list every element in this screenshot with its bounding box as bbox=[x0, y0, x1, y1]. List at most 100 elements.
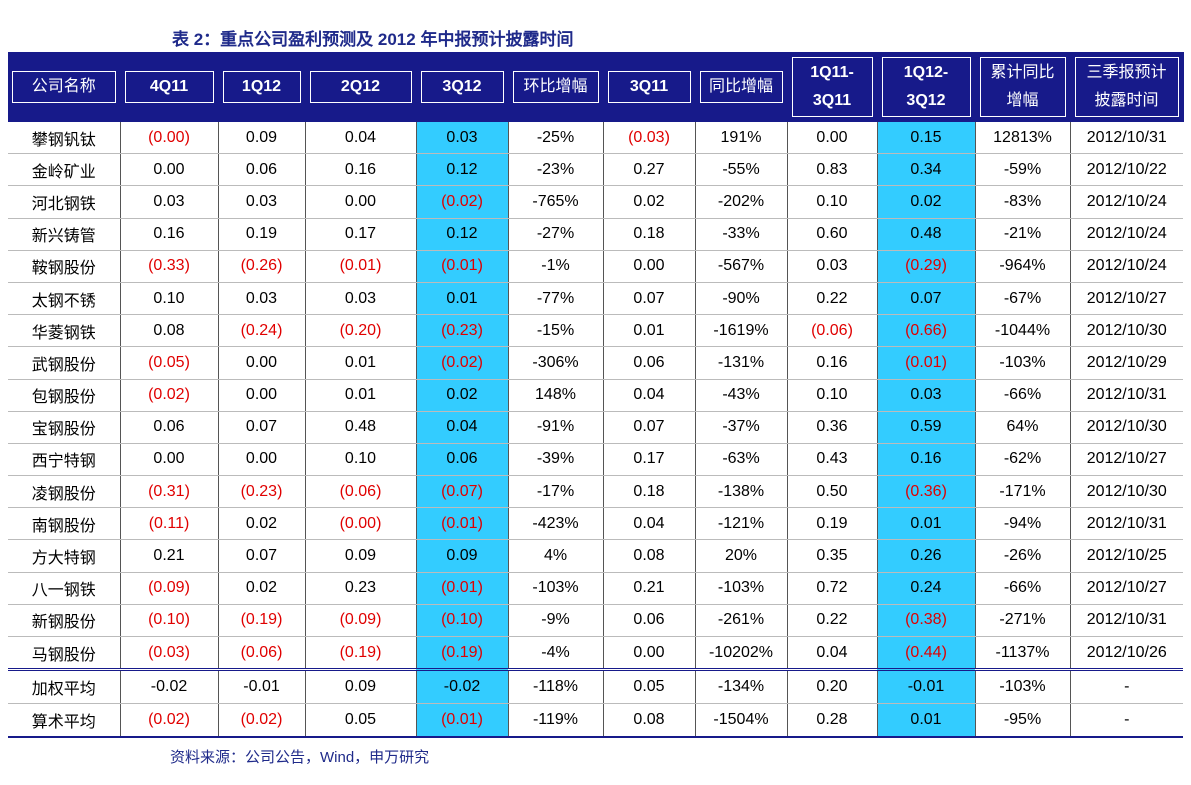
value-cell: (0.19) bbox=[305, 636, 417, 671]
value-cell: -765% bbox=[508, 185, 604, 219]
value-cell: (0.03) bbox=[603, 122, 696, 155]
value-cell: 0.01 bbox=[877, 507, 976, 541]
value-cell: -103% bbox=[508, 572, 604, 605]
value-cell: (0.26) bbox=[218, 250, 306, 283]
value-cell: 0.22 bbox=[787, 282, 878, 316]
company-cell: 方大特钢 bbox=[8, 539, 121, 573]
company-cell: 鞍钢股份 bbox=[8, 250, 121, 283]
company-cell: 金岭矿业 bbox=[8, 153, 121, 187]
value-cell: 0.00 bbox=[603, 636, 696, 671]
header-box: 1Q12- 3Q12 bbox=[881, 57, 971, 117]
company-cell: 算术平均 bbox=[8, 703, 121, 739]
value-cell: 2012/10/24 bbox=[1070, 218, 1183, 251]
value-cell: 0.36 bbox=[787, 411, 878, 444]
value-cell: -90% bbox=[695, 282, 788, 316]
value-cell: (0.00) bbox=[120, 122, 219, 155]
value-cell: -119% bbox=[508, 703, 604, 739]
summary-row: 加权平均 -0.02 -0.01 0.09 -0.02 -118% 0.05 -134% 0.2… bbox=[8, 668, 1183, 705]
value-cell: (0.01) bbox=[877, 346, 976, 380]
value-cell: 2012/10/26 bbox=[1070, 636, 1183, 671]
data-row: 鞍钢股份 (0.33) (0.26) (0.01) (0.01) -1% 0.00 -567%… bbox=[8, 250, 1183, 283]
value-cell: 0.48 bbox=[877, 218, 976, 251]
value-cell: -26% bbox=[975, 539, 1071, 573]
value-cell: (0.36) bbox=[877, 475, 976, 509]
value-cell: -27% bbox=[508, 218, 604, 251]
value-cell: -94% bbox=[975, 507, 1071, 541]
value-cell: -202% bbox=[695, 185, 788, 219]
data-row: 方大特钢 0.21 0.07 0.09 0.09 4% 0.08 20% 0.35 0.26 -26… bbox=[8, 539, 1183, 573]
data-row: 太钢不锈 0.10 0.03 0.03 0.01 -77% 0.07 -90% 0.22 0.07… bbox=[8, 282, 1183, 316]
header-cell: 1Q12- 3Q12 bbox=[877, 52, 976, 122]
value-cell: (0.07) bbox=[416, 475, 509, 509]
header-cell: 环比增幅 bbox=[508, 52, 604, 122]
value-cell: 0.09 bbox=[305, 668, 417, 705]
header-cell: 累计同比 增幅 bbox=[975, 52, 1071, 122]
value-cell: 0.59 bbox=[877, 411, 976, 444]
value-cell: 0.50 bbox=[787, 475, 878, 509]
value-cell: (0.01) bbox=[416, 572, 509, 605]
data-row: 西宁特钢 0.00 0.00 0.10 0.06 -39% 0.17 -63% 0.43 0.16… bbox=[8, 443, 1183, 477]
header-box: 4Q11 bbox=[124, 71, 214, 103]
header-text: 增幅 bbox=[1006, 92, 1039, 109]
value-cell: 0.10 bbox=[787, 185, 878, 219]
company-cell: 华菱钢铁 bbox=[8, 314, 121, 348]
value-cell: 20% bbox=[695, 539, 788, 573]
value-cell: -261% bbox=[695, 604, 788, 638]
value-cell: 0.19 bbox=[218, 218, 306, 251]
value-cell: (0.31) bbox=[120, 475, 219, 509]
value-cell: 0.06 bbox=[120, 411, 219, 444]
table-header: 公司名称 4Q11 1Q12 2Q12 3Q12 环比增幅 3Q11 同比增幅 1Q11- 3Q1… bbox=[8, 52, 1184, 122]
value-cell: (0.02) bbox=[120, 703, 219, 739]
value-cell: -1137% bbox=[975, 636, 1071, 671]
value-cell: -21% bbox=[975, 218, 1071, 251]
value-cell: 0.07 bbox=[218, 539, 306, 573]
header-box: 环比增幅 bbox=[512, 71, 599, 103]
value-cell: 12813% bbox=[975, 122, 1071, 155]
company-cell: 新钢股份 bbox=[8, 604, 121, 638]
value-cell: (0.09) bbox=[120, 572, 219, 605]
value-cell: 0.23 bbox=[305, 572, 417, 605]
company-cell: 八一钢铁 bbox=[8, 572, 121, 605]
value-cell: 0.08 bbox=[120, 314, 219, 348]
value-cell: -9% bbox=[508, 604, 604, 638]
value-cell: 2012/10/31 bbox=[1070, 604, 1183, 638]
value-cell: 4% bbox=[508, 539, 604, 573]
value-cell: 0.48 bbox=[305, 411, 417, 444]
value-cell: 2012/10/24 bbox=[1070, 250, 1183, 283]
value-cell: 0.18 bbox=[603, 475, 696, 509]
data-row: 马钢股份 (0.03) (0.06) (0.19) (0.19) -4% 0.00 -1020… bbox=[8, 636, 1183, 671]
value-cell: (0.29) bbox=[877, 250, 976, 283]
value-cell: 0.04 bbox=[603, 379, 696, 412]
header-text: 三季报预计 bbox=[1086, 64, 1167, 81]
value-cell: 0.09 bbox=[218, 122, 306, 155]
header-cell: 1Q12 bbox=[218, 52, 306, 122]
value-cell: -1504% bbox=[695, 703, 788, 739]
value-cell: 2012/10/30 bbox=[1070, 314, 1183, 348]
value-cell: - bbox=[1070, 668, 1183, 705]
value-cell: 2012/10/31 bbox=[1070, 122, 1183, 155]
data-row: 华菱钢铁 0.08 (0.24) (0.20) (0.23) -15% 0.01 -1619%… bbox=[8, 314, 1183, 348]
header-text: 公司名称 bbox=[31, 78, 96, 95]
value-cell: -23% bbox=[508, 153, 604, 187]
value-cell: -118% bbox=[508, 668, 604, 705]
value-cell: 0.01 bbox=[603, 314, 696, 348]
value-cell: 0.06 bbox=[218, 153, 306, 187]
value-cell: 0.02 bbox=[877, 185, 976, 219]
value-cell: (0.10) bbox=[120, 604, 219, 638]
value-cell: -15% bbox=[508, 314, 604, 348]
header-text: 3Q11 bbox=[812, 92, 852, 109]
value-cell: (0.19) bbox=[218, 604, 306, 638]
value-cell: (0.02) bbox=[218, 703, 306, 739]
header-cell: 1Q11- 3Q11 bbox=[787, 52, 878, 122]
value-cell: (0.03) bbox=[120, 636, 219, 671]
value-cell: 0.09 bbox=[416, 539, 509, 573]
summary-row: 算术平均 (0.02) (0.02) 0.05 (0.01) -119% 0.08 -1504… bbox=[8, 703, 1183, 739]
value-cell: 0.05 bbox=[305, 703, 417, 739]
value-cell: 2012/10/27 bbox=[1070, 443, 1183, 477]
header-text: 环比增幅 bbox=[523, 78, 588, 95]
value-cell: -103% bbox=[975, 346, 1071, 380]
value-cell: -121% bbox=[695, 507, 788, 541]
table-body: 攀钢钒钛 (0.00) 0.09 0.04 0.03 -25% (0.03) 191% 0.00… bbox=[8, 122, 1183, 739]
value-cell: 2012/10/22 bbox=[1070, 153, 1183, 187]
value-cell: 0.03 bbox=[218, 185, 306, 219]
